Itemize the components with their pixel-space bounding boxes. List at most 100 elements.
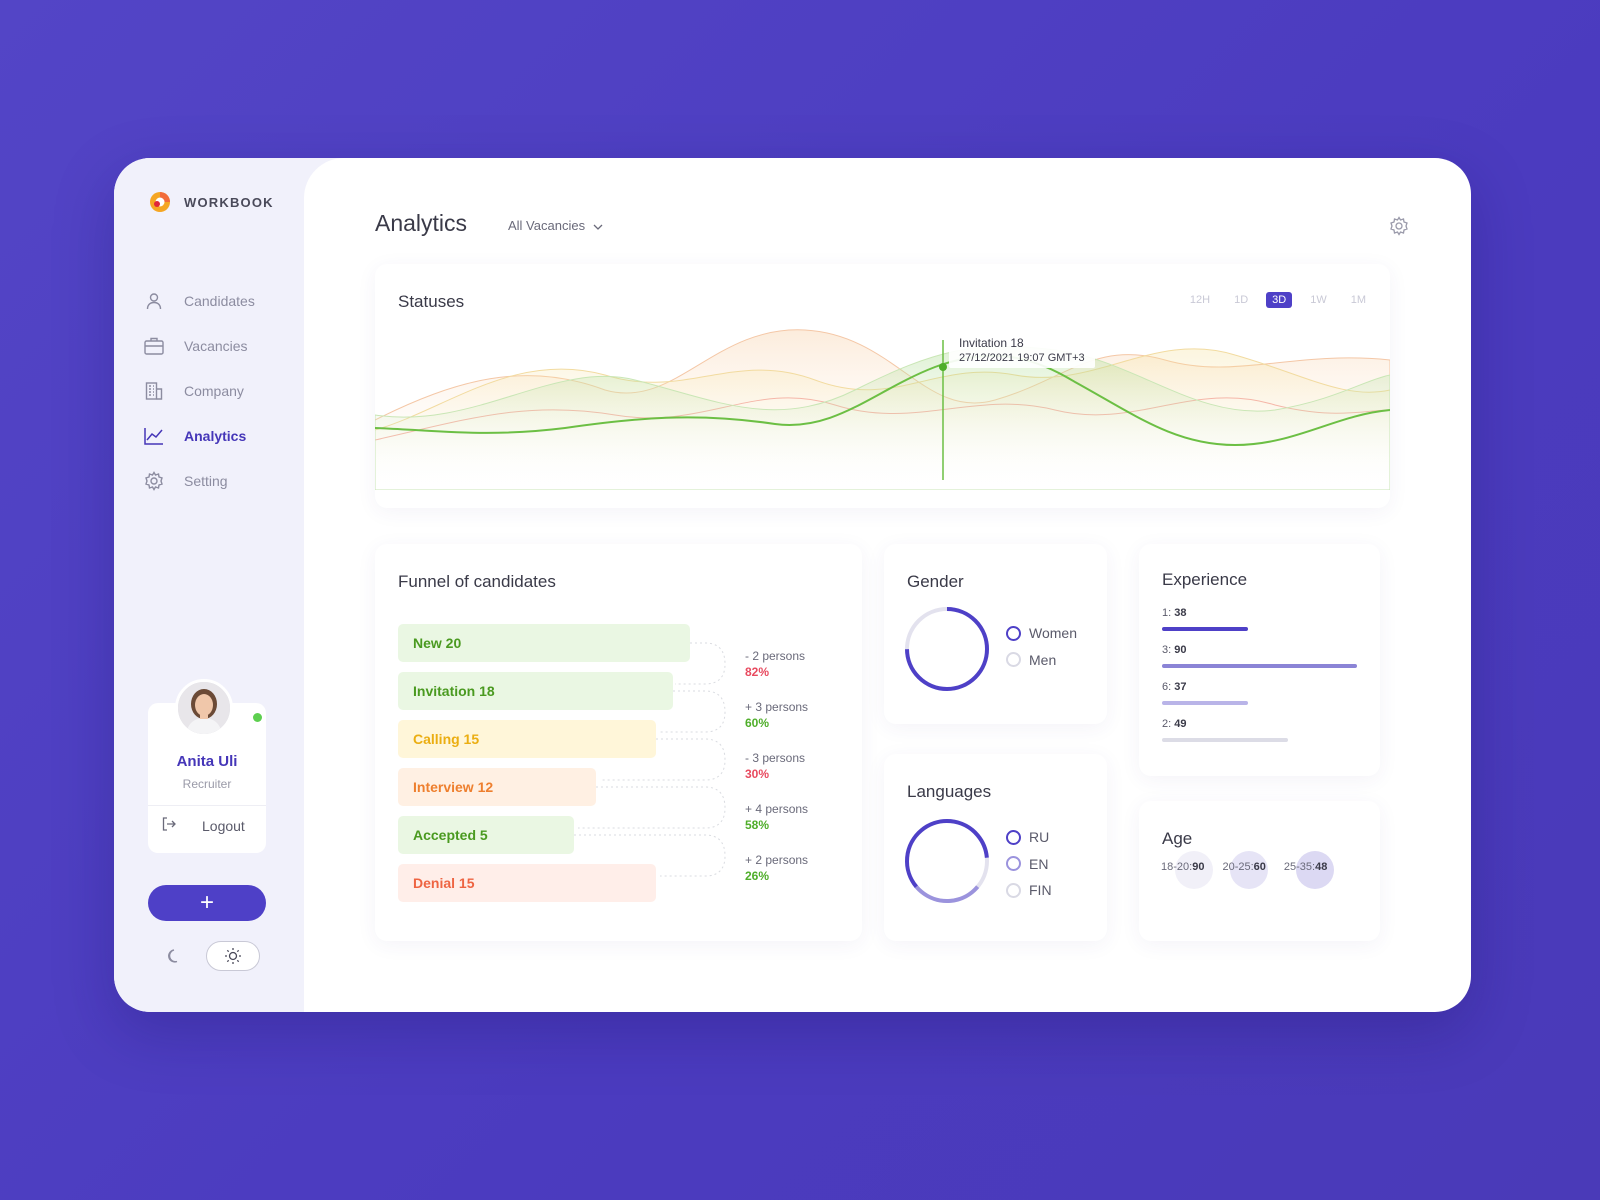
gear-icon xyxy=(144,470,164,491)
change-percent: 30% xyxy=(745,767,770,781)
experience-item[interactable]: 1: 38 xyxy=(1162,607,1362,644)
statuses-card: Statuses 12H 1D 3D 1W 1M xyxy=(375,264,1390,508)
range-tab-1d[interactable]: 1D xyxy=(1234,294,1249,306)
sidebar-item-setting[interactable]: Setting xyxy=(144,458,255,503)
experience-item[interactable]: 2: 49 xyxy=(1162,718,1362,755)
tooltip-timestamp: 27/12/2021 19:07 GMT+3 xyxy=(959,352,1085,364)
legend-item-men[interactable]: Men xyxy=(1006,647,1077,674)
online-status-dot xyxy=(253,713,262,722)
legend-label: Women xyxy=(1029,625,1077,642)
languages-donut[interactable] xyxy=(902,816,992,906)
experience-card: Experience 1: 38 3: 90 6: 37 2: 49 xyxy=(1139,544,1380,776)
line-invitation xyxy=(375,354,1390,447)
age-bubble xyxy=(1175,851,1213,889)
experience-list: 1: 38 3: 90 6: 37 2: 49 xyxy=(1162,607,1362,755)
avatar[interactable] xyxy=(175,679,233,737)
experience-key: 3: xyxy=(1162,644,1172,656)
experience-label: 6: 37 xyxy=(1162,681,1362,693)
sidebar-item-label: Analytics xyxy=(184,427,247,444)
legend-label: FIN xyxy=(1029,882,1052,899)
funnel-stage-new[interactable]: New 20 xyxy=(398,624,690,662)
experience-value: 38 xyxy=(1174,607,1187,619)
age-bubble xyxy=(1230,851,1269,889)
legend-dot-icon xyxy=(1006,652,1021,668)
legend-item-fin[interactable]: FIN xyxy=(1006,877,1052,904)
area-new xyxy=(375,345,1390,490)
page-title: Analytics xyxy=(375,210,468,236)
sidebar-item-analytics[interactable]: Analytics xyxy=(144,413,255,458)
funnel-stage-interview[interactable]: Interview 12 xyxy=(398,768,596,806)
experience-bar xyxy=(1162,627,1248,631)
change-percent: 82% xyxy=(745,665,770,679)
age-item[interactable]: 18-20:90 xyxy=(1161,851,1213,889)
legend-dot-icon xyxy=(1006,856,1021,872)
change-percent: 60% xyxy=(745,716,770,730)
theme-toggle xyxy=(164,941,260,971)
age-value: 48 xyxy=(1315,861,1328,873)
statuses-chart[interactable] xyxy=(375,320,1390,490)
sidebar: WORKBOOK Candidates Vacancies xyxy=(114,158,304,1012)
gender-donut[interactable] xyxy=(902,604,992,694)
range-tab-1w[interactable]: 1W xyxy=(1310,294,1327,306)
change-percent: 26% xyxy=(745,869,770,883)
app-window: WORKBOOK Candidates Vacancies xyxy=(114,158,1471,1012)
age-key: 18-20: xyxy=(1161,861,1193,873)
vacancy-filter-dropdown[interactable]: All Vacancies xyxy=(508,218,603,233)
range-tab-3d[interactable]: 3D xyxy=(1266,292,1293,308)
funnel-stage-calling[interactable]: Calling 15 xyxy=(398,720,656,758)
settings-button[interactable] xyxy=(1389,216,1411,238)
change-persons: - 3 persons xyxy=(745,751,806,765)
experience-title: Experience xyxy=(1162,570,1248,589)
logout-icon xyxy=(162,817,176,834)
age-item[interactable]: 25-35:48 xyxy=(1284,851,1334,889)
age-key: 20-25: xyxy=(1222,861,1254,873)
chevron-down-icon xyxy=(593,218,603,233)
experience-item[interactable]: 3: 90 xyxy=(1162,644,1362,681)
legend-item-women[interactable]: Women xyxy=(1006,620,1077,647)
age-bubble xyxy=(1295,851,1334,889)
brand-name: WORKBOOK xyxy=(184,194,274,210)
languages-card: Languages RU EN FIN xyxy=(884,754,1107,941)
experience-item[interactable]: 6: 37 xyxy=(1162,681,1362,718)
user-icon xyxy=(144,291,164,311)
sidebar-item-candidates[interactable]: Candidates xyxy=(144,278,255,323)
legend-label: RU xyxy=(1029,829,1050,846)
experience-bar xyxy=(1162,664,1357,668)
funnel-change: + 2 persons 26% xyxy=(745,853,845,883)
moon-icon[interactable] xyxy=(164,946,184,966)
chart-tooltip: Invitation 18 27/12/2021 19:07 GMT+3 xyxy=(949,332,1095,368)
languages-title: Languages xyxy=(907,782,992,801)
experience-label: 1: 38 xyxy=(1162,607,1362,619)
gender-card: Gender Women Men xyxy=(884,544,1107,724)
range-tab-12h[interactable]: 12H xyxy=(1189,294,1211,306)
funnel-stage-label: Invitation 18 xyxy=(413,683,495,699)
funnel-stage-invitation[interactable]: Invitation 18 xyxy=(398,672,673,710)
chart-icon xyxy=(144,426,164,446)
age-list: 18-20:90 20-25:60 25-35:48 xyxy=(1161,851,1334,889)
experience-value: 37 xyxy=(1174,681,1187,693)
change-persons: - 2 persons xyxy=(745,649,806,663)
add-button[interactable]: + xyxy=(148,885,266,921)
gender-legend: Women Men xyxy=(1006,620,1077,673)
funnel-stage-label: Denial 15 xyxy=(413,875,475,891)
age-item[interactable]: 20-25:60 xyxy=(1222,851,1269,889)
building-icon xyxy=(144,381,164,401)
age-value: 60 xyxy=(1253,861,1266,873)
main-content: Analytics All Vacancies Statuses 12H 1D … xyxy=(344,158,1471,1012)
funnel-stage-accepted[interactable]: Accepted 5 xyxy=(398,816,574,854)
experience-key: 6: xyxy=(1162,681,1172,693)
legend-item-en[interactable]: EN xyxy=(1006,851,1052,878)
sidebar-item-company[interactable]: Company xyxy=(144,368,255,413)
experience-label: 3: 90 xyxy=(1162,644,1362,656)
sidebar-item-vacancies[interactable]: Vacancies xyxy=(144,323,255,368)
range-tab-1m[interactable]: 1M xyxy=(1350,294,1366,306)
logout-button[interactable]: Logout xyxy=(162,817,245,834)
funnel-stage-denial[interactable]: Denial 15 xyxy=(398,864,656,902)
statuses-title: Statuses xyxy=(398,292,465,311)
brand[interactable]: WORKBOOK xyxy=(148,190,274,214)
sidebar-nav: Candidates Vacancies Company xyxy=(144,278,255,503)
legend-item-ru[interactable]: RU xyxy=(1006,824,1052,851)
funnel-change: - 2 persons 82% xyxy=(745,649,845,679)
change-persons: + 2 persons xyxy=(745,853,809,867)
sun-icon[interactable] xyxy=(206,941,260,971)
